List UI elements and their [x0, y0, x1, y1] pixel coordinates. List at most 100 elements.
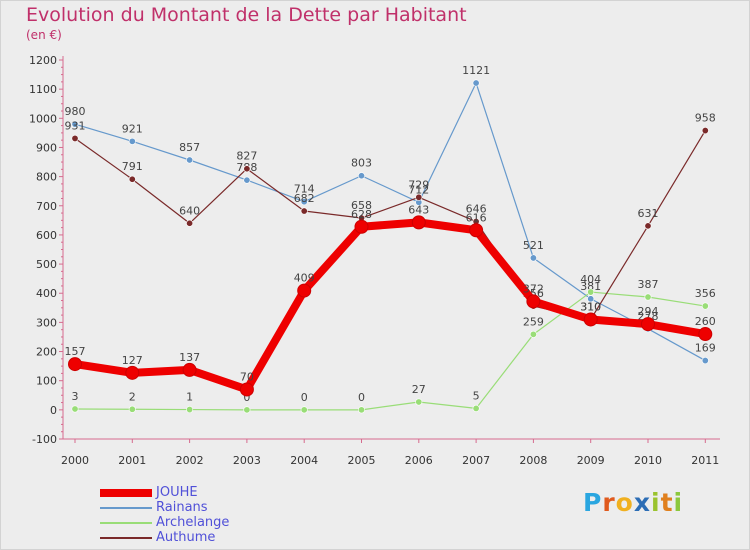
y-tick-label: 500	[36, 258, 57, 271]
data-point	[354, 219, 369, 234]
x-tick-label: 2008	[519, 454, 547, 467]
data-point	[186, 156, 194, 164]
data-point	[71, 120, 79, 128]
series-jouhe: 157 127 137 70 409 628 643 616 372 310 294 260	[65, 203, 716, 397]
data-label: 310	[580, 300, 601, 313]
data-label: 827	[236, 150, 257, 163]
logo-letter: o	[615, 488, 634, 517]
data-label: 260	[695, 315, 716, 328]
x-tick-label: 2001	[118, 454, 146, 467]
chart-title: Evolution du Montant de la Dette par Hab…	[26, 4, 467, 26]
x-tick-label: 2010	[634, 454, 662, 467]
series-line-jouhe	[71, 218, 710, 394]
data-point	[644, 222, 652, 230]
series-line-archelange	[74, 291, 706, 411]
y-tick-label: 200	[36, 346, 57, 359]
legend-label: Authume	[156, 530, 216, 545]
data-point	[587, 288, 595, 296]
data-point	[128, 175, 136, 183]
data-label: 259	[523, 315, 544, 328]
data-label: 70	[240, 370, 254, 383]
data-point	[128, 405, 136, 413]
data-point	[68, 357, 82, 372]
proxiti-logo: Proxiti	[583, 488, 683, 517]
legend-item-jouhe: JOUHE	[100, 485, 400, 500]
data-point	[239, 382, 254, 397]
data-label: 294	[638, 305, 659, 318]
data-point	[529, 330, 537, 338]
logo-letter: t	[660, 488, 674, 517]
legend-label: Rainans	[156, 500, 208, 515]
y-tick-label: 800	[36, 171, 57, 184]
data-label: 521	[523, 239, 544, 252]
x-tick-label: 2002	[176, 454, 204, 467]
legend-swatch	[100, 507, 152, 509]
data-label: 404	[580, 273, 601, 286]
data-label: 931	[65, 119, 86, 132]
data-point	[411, 215, 426, 230]
data-point	[701, 302, 709, 310]
y-tick-label: 300	[36, 316, 57, 329]
data-point	[701, 357, 709, 365]
series-line-authume	[74, 129, 706, 321]
x-tick-label: 2000	[61, 454, 89, 467]
data-label: 3	[72, 390, 79, 403]
y-tick-label: 100	[36, 375, 57, 388]
data-point	[186, 406, 194, 414]
data-label: 0	[301, 391, 308, 404]
y-tick-label: 700	[36, 200, 57, 213]
data-label: 310	[580, 300, 601, 313]
legend-item-authume: Authume	[100, 530, 400, 545]
data-label: 387	[638, 278, 659, 291]
data-point	[357, 172, 365, 180]
data-point	[641, 317, 655, 332]
data-label: 169	[695, 342, 716, 355]
legend-swatch	[100, 522, 152, 524]
data-point	[297, 283, 312, 298]
data-label: 5	[473, 389, 480, 402]
data-point	[357, 406, 365, 414]
data-point	[415, 193, 423, 201]
data-label: 803	[351, 157, 372, 170]
legend-swatch	[100, 489, 152, 497]
x-tick-label: 2011	[691, 454, 719, 467]
legend-label: JOUHE	[156, 485, 198, 500]
data-label: 127	[122, 354, 143, 367]
data-label: 682	[294, 192, 315, 205]
x-tick-label: 2007	[462, 454, 490, 467]
data-label: 2	[129, 390, 136, 403]
data-point	[698, 327, 713, 342]
data-point	[583, 312, 598, 327]
chart-subtitle: (en €)	[26, 28, 62, 42]
data-point	[472, 404, 480, 412]
data-label: 0	[358, 391, 365, 404]
x-tick-label: 2004	[290, 454, 318, 467]
data-label: 157	[65, 345, 86, 358]
data-label: 409	[294, 272, 315, 285]
data-point	[128, 137, 136, 145]
y-tick-label: 1200	[29, 54, 57, 67]
data-label: 356	[695, 287, 716, 300]
data-point	[526, 294, 541, 309]
data-label: 0	[243, 391, 250, 404]
data-label: 1	[186, 391, 193, 404]
y-tick-label: 1100	[29, 83, 57, 96]
data-point	[469, 223, 484, 238]
legend: JOUHE Rainans Archelange Authume	[100, 485, 400, 545]
data-point	[644, 293, 652, 301]
logo-letter: r	[602, 488, 616, 517]
data-label: 714	[294, 183, 315, 196]
data-label: 658	[351, 199, 372, 212]
data-label: 628	[351, 208, 372, 221]
data-label: 381	[580, 280, 601, 293]
data-point	[415, 398, 423, 406]
data-label: 27	[412, 383, 426, 396]
legend-item-rainans: Rainans	[100, 500, 400, 515]
x-tick-label: 2009	[577, 454, 605, 467]
data-label: 958	[695, 112, 716, 125]
y-tick-label: 900	[36, 141, 57, 154]
data-point	[243, 165, 251, 173]
data-label: 631	[638, 207, 659, 220]
